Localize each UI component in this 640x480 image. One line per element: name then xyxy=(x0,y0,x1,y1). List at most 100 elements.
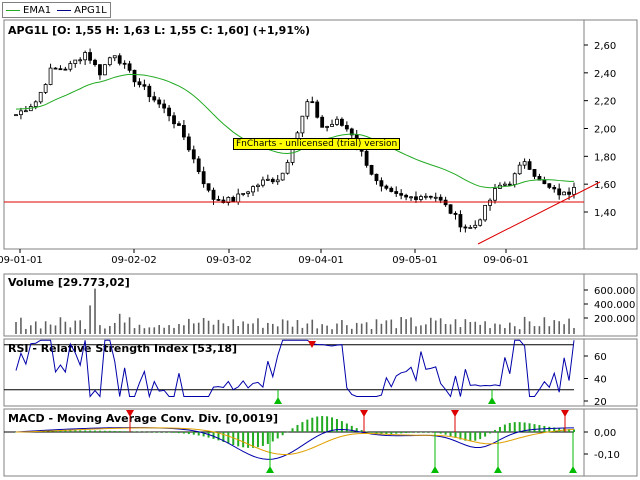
macd-histogram-bar xyxy=(232,432,235,446)
volume-bar xyxy=(54,325,57,334)
legend-ema[interactable]: EMA1 xyxy=(6,5,51,16)
volume-bar xyxy=(375,319,378,334)
macd-histogram-bar xyxy=(177,432,180,434)
volume-bar xyxy=(558,321,560,334)
candle-body xyxy=(112,55,117,59)
volume-bar xyxy=(321,324,323,334)
macd-histogram-bar xyxy=(281,432,284,436)
macd-histogram-bar xyxy=(553,427,556,432)
volume-bar xyxy=(291,326,294,334)
macd-histogram-bar xyxy=(340,421,343,432)
macd-histogram-bar xyxy=(355,428,358,432)
macd-histogram-bar xyxy=(311,417,314,432)
volume-bar xyxy=(15,322,17,334)
candle-body xyxy=(98,64,102,76)
macd-histogram-bar xyxy=(518,422,521,432)
legend-price[interactable]: APG1L xyxy=(57,5,107,16)
volume-ytick-label: 600.000 xyxy=(594,286,635,297)
volume-bar xyxy=(128,317,131,334)
volume-panel-title: Volume [29.773,02] xyxy=(8,276,130,289)
macd-sell-arrow xyxy=(360,410,368,417)
macd-histogram-bar xyxy=(123,431,126,432)
macd-histogram-bar xyxy=(301,422,304,432)
candle-body xyxy=(137,81,142,86)
candle-body xyxy=(310,101,315,104)
macd-histogram-bar xyxy=(479,432,482,440)
macd-histogram-bar xyxy=(385,432,388,434)
candle-body xyxy=(241,193,246,195)
volume-bar xyxy=(350,328,353,334)
candle-body xyxy=(181,125,186,138)
volume-bar xyxy=(94,288,96,334)
volume-panel-frame xyxy=(3,273,638,337)
candle-body xyxy=(330,123,334,127)
macd-panel-title: MACD - Moving Average Conv. Div. [0,0019… xyxy=(8,412,278,425)
macd-histogram-bar xyxy=(118,431,121,432)
volume-bar xyxy=(59,317,62,334)
candle-body xyxy=(177,123,181,126)
macd-histogram-bar xyxy=(197,432,200,436)
candle-body xyxy=(73,59,78,64)
candle-body xyxy=(261,179,265,186)
volume-bar xyxy=(123,322,126,334)
macd-histogram-bar xyxy=(513,422,516,432)
candle-body xyxy=(335,118,339,125)
macd-histogram-bar xyxy=(94,430,97,432)
candle-body xyxy=(221,199,226,204)
candle-body xyxy=(557,188,562,196)
candle-body xyxy=(409,196,413,199)
volume-bar xyxy=(44,321,47,334)
candle-body xyxy=(463,226,468,229)
candle-body xyxy=(404,194,409,198)
candle-body xyxy=(532,169,537,177)
ema-swatch xyxy=(6,9,20,11)
candle-body xyxy=(448,204,453,214)
volume-bar xyxy=(202,317,205,334)
date-tick-label: 09-03-02 xyxy=(206,255,251,266)
macd-histogram-bar xyxy=(498,426,501,432)
macd-histogram-bar xyxy=(64,430,67,432)
volume-bar xyxy=(79,320,81,334)
volume-bar xyxy=(207,320,210,334)
volume-bar xyxy=(568,318,570,334)
volume-bar xyxy=(89,305,91,334)
candle-body xyxy=(483,204,488,221)
candle-body xyxy=(142,84,147,87)
volume-bar xyxy=(523,316,526,334)
candle-body xyxy=(231,196,236,203)
candle-body xyxy=(542,179,547,185)
candle-body xyxy=(502,183,507,186)
volume-bar xyxy=(489,328,491,334)
macd-histogram-bar xyxy=(247,432,250,448)
macd-histogram-bar xyxy=(222,432,225,442)
macd-histogram-bar xyxy=(84,430,87,432)
candle-body xyxy=(512,173,517,185)
volume-bar xyxy=(563,324,565,334)
volume-bar xyxy=(163,327,165,334)
macd-histogram-bar xyxy=(365,431,368,433)
price-panel-frame xyxy=(3,19,638,250)
macd-histogram-bar xyxy=(316,416,319,432)
candle-body xyxy=(453,212,458,215)
volume-bar xyxy=(276,326,279,334)
date-tick-label: 09-04-01 xyxy=(298,255,343,266)
macd-histogram-bar xyxy=(489,432,492,434)
macd-histogram-bar xyxy=(271,432,274,442)
volume-bar xyxy=(183,325,185,334)
candle-body xyxy=(414,196,418,200)
macd-histogram-bar xyxy=(469,432,472,442)
candle-body xyxy=(251,186,255,193)
rsi-ytick-label: 20 xyxy=(594,397,607,408)
candle-body xyxy=(78,59,83,62)
volume-bar xyxy=(390,319,393,334)
candle-body xyxy=(315,101,320,118)
volume-bar xyxy=(247,323,249,334)
candle-body xyxy=(527,161,532,170)
volume-bar xyxy=(346,325,348,334)
macd-histogram-bar xyxy=(548,426,551,432)
volume-bar xyxy=(39,328,42,334)
volume-bar xyxy=(69,327,72,334)
price-panel-title: APG1L [O: 1,55 H: 1,63 L: 1,55 C: 1,60] … xyxy=(8,24,310,37)
candle-body xyxy=(493,188,497,201)
macd-histogram-bar xyxy=(331,417,334,432)
